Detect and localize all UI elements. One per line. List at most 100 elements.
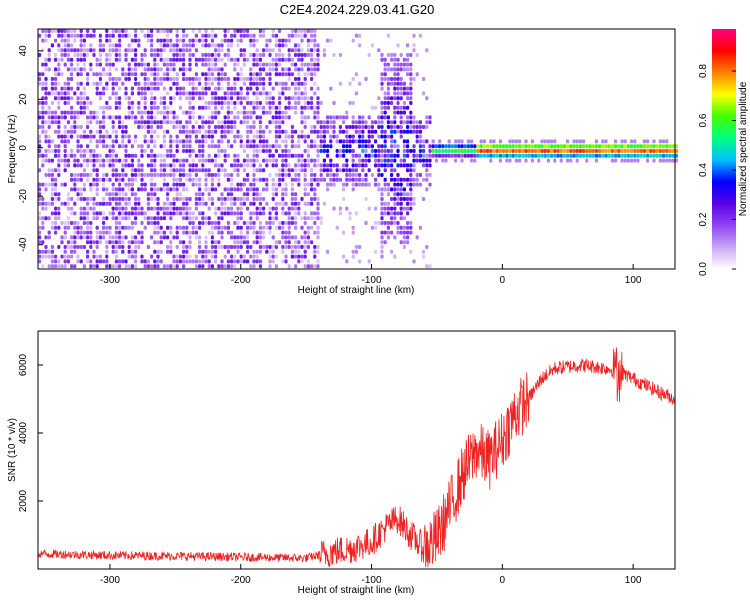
spectrogram-cell: [217, 53, 221, 57]
spectrogram-cell: [252, 91, 256, 96]
spectrogram-cell: [114, 225, 118, 230]
spectrogram-cell: [569, 144, 573, 149]
spectrogram-cell: [511, 149, 515, 153]
spectrogram-cell: [175, 264, 179, 269]
spectrogram-cell: [188, 91, 192, 96]
spectrogram-cell: [470, 144, 474, 149]
spectrogram-cell: [66, 225, 70, 230]
spectrogram-cell: [137, 81, 141, 86]
spectrogram-cell: [396, 77, 400, 81]
spectrogram-cell: [406, 129, 410, 134]
spectrogram-cell: [402, 105, 406, 110]
spectrogram-cell: [57, 62, 61, 67]
spectrogram-cell: [399, 77, 403, 81]
spectrogram-cell: [153, 216, 157, 221]
spectrogram-cell: [335, 153, 339, 158]
spectrogram-cell: [82, 57, 86, 62]
spectrogram-cell: [70, 177, 74, 182]
spectrogram-cell: [226, 259, 230, 264]
spectrogram-cell: [182, 211, 186, 216]
spectrogram-cell: [63, 110, 67, 115]
spectrogram-cell: [351, 101, 355, 105]
spectrogram-cell: [636, 158, 640, 163]
spectrogram-cell: [108, 115, 112, 120]
spectrogram-cell: [287, 163, 291, 168]
spectrogram-cell: [57, 134, 61, 139]
spectrogram-cell: [150, 72, 154, 77]
spectrogram-cell: [198, 201, 202, 206]
spectrogram-cell: [150, 53, 154, 57]
spectrogram-cell: [338, 206, 342, 211]
spectrogram-cell: [140, 72, 144, 77]
spectrogram-cell: [134, 139, 138, 144]
spectrogram-cell: [367, 182, 371, 187]
spectrogram-cell: [98, 153, 102, 158]
spectrogram-cell: [396, 149, 400, 153]
spectrogram-cell: [297, 249, 301, 254]
spectrogram-cell: [310, 173, 314, 177]
spectrogram-cell: [249, 72, 253, 77]
spectrogram-cell: [124, 173, 128, 177]
spectrogram-cell: [137, 168, 141, 173]
spectrogram-cell: [185, 129, 189, 134]
spectrogram-cell: [246, 177, 250, 182]
spectrogram-cell: [86, 254, 90, 259]
spectrogram-cell: [220, 48, 224, 53]
spectrogram-cell: [338, 177, 342, 182]
spectrogram-cell: [390, 177, 394, 182]
spectrogram-cell: [601, 149, 605, 153]
spectrogram-cell: [383, 129, 387, 134]
spectrogram-cell: [287, 57, 291, 62]
spectrogram-cell: [175, 182, 179, 187]
spectrogram-cell: [217, 57, 221, 62]
spectrogram-cell: [636, 153, 640, 158]
spectrogram-cell: [412, 120, 416, 125]
spectrogram-cell: [220, 230, 224, 235]
spectrogram-cell: [47, 201, 51, 206]
spectrogram-cell: [674, 153, 678, 158]
spectrogram-cell: [207, 120, 211, 125]
spectrogram-cell: [191, 216, 195, 221]
spectrogram-cell: [169, 225, 173, 230]
spectrogram-cell: [50, 173, 54, 177]
spectrogram-cell: [409, 173, 413, 177]
spectrogram-cell: [252, 192, 256, 197]
spectrogram-cell: [194, 57, 198, 62]
spectrogram-cell: [236, 221, 240, 225]
spectrogram-cell: [281, 38, 285, 43]
spectrogram-cell: [230, 38, 234, 43]
spectrogram-cell: [108, 230, 112, 235]
spectrogram-cell: [63, 158, 67, 163]
spectrogram-cell: [338, 125, 342, 129]
spectrogram-cell: [303, 149, 307, 153]
spectrogram-cell: [188, 206, 192, 211]
spectrogram-cell: [169, 168, 173, 173]
spectrogram-cell: [220, 57, 224, 62]
spectrogram-cell: [105, 62, 109, 67]
spectrogram-cell: [118, 240, 122, 245]
spectrogram-cell: [425, 173, 429, 177]
spectrogram-cell: [367, 129, 371, 134]
spectrogram-cell: [310, 62, 314, 67]
spectrogram-cell: [310, 38, 314, 43]
spectrogram-cell: [182, 129, 186, 134]
spectrogram-cell: [76, 259, 80, 264]
spectrogram-cell: [454, 149, 458, 153]
spectrogram-cell: [108, 62, 112, 67]
spectrogram-cell: [367, 158, 371, 163]
spectrogram-cell: [393, 187, 397, 192]
spectrogram-cell: [300, 129, 304, 134]
spectrogram-cell: [354, 129, 358, 134]
spectrogram-cell: [175, 125, 179, 129]
spectrogram-cell: [370, 43, 374, 48]
spectrogram-cell: [210, 182, 214, 187]
spectrogram-cell: [233, 259, 237, 264]
spectrogram-cell: [162, 62, 166, 67]
spectrogram-cell: [601, 144, 605, 149]
spectrogram-cell: [146, 216, 150, 221]
spectrogram-cell: [262, 77, 266, 81]
spectrogram-cell: [137, 158, 141, 163]
spectrogram-cell: [54, 197, 58, 201]
spectrogram-cell: [191, 225, 195, 230]
spectrogram-cell: [300, 163, 304, 168]
